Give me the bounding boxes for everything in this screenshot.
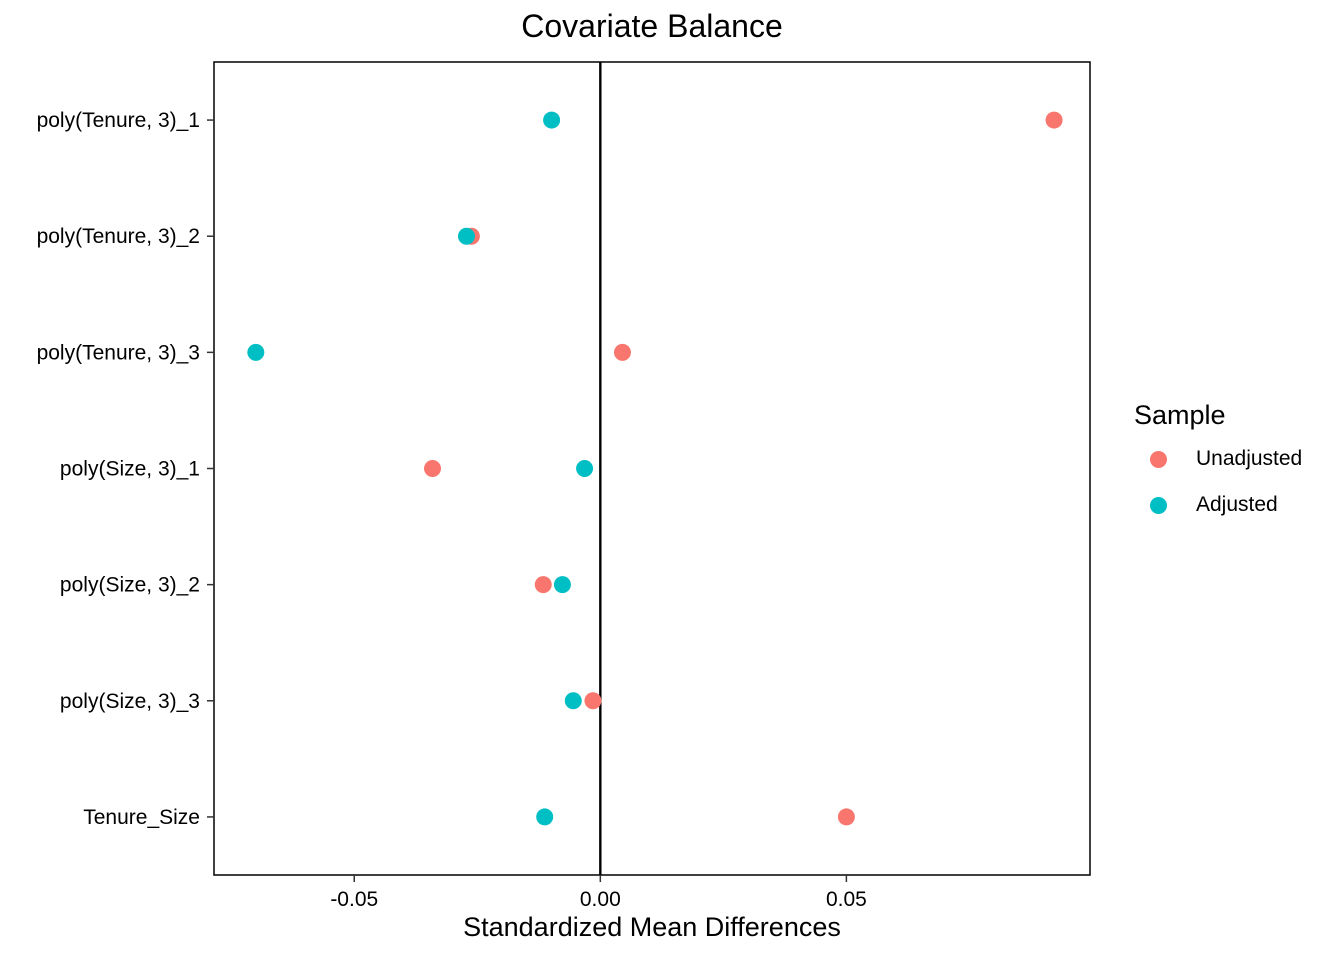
point-unadjusted	[1045, 111, 1063, 129]
legend-item-adjusted: Adjusted	[1134, 491, 1278, 537]
x-tick-label: 0.00	[580, 888, 621, 911]
legend-dot-unadjusted	[1150, 451, 1167, 468]
legend-dot-adjusted	[1150, 497, 1167, 514]
point-unadjusted	[584, 692, 602, 710]
point-adjusted	[576, 460, 594, 477]
point-adjusted	[543, 111, 561, 129]
x-tick-label: 0.05	[826, 888, 867, 911]
point-adjusted	[457, 227, 475, 245]
legend-label-unadjusted: Unadjusted	[1196, 447, 1303, 470]
x-tick-label: -0.05	[330, 888, 378, 911]
legend-item-unadjusted: Unadjusted	[1134, 445, 1302, 491]
point-unadjusted	[613, 343, 631, 361]
point-unadjusted	[424, 460, 442, 477]
y-tick-label: poly(Size, 3)_2	[60, 574, 200, 597]
y-tick-label: poly(Tenure, 3)_1	[37, 109, 200, 132]
y-tick-label: poly(Tenure, 3)_3	[37, 341, 200, 364]
chart-title: Covariate Balance	[521, 8, 783, 44]
legend-title: Sample	[1134, 400, 1226, 430]
point-unadjusted	[534, 576, 552, 594]
point-unadjusted	[837, 808, 855, 826]
point-adjusted	[247, 343, 265, 361]
point-adjusted	[564, 692, 582, 710]
legend-label-adjusted: Adjusted	[1196, 493, 1278, 516]
plot-panel	[213, 61, 1091, 876]
y-tick-label: poly(Tenure, 3)_2	[37, 225, 200, 248]
y-tick-label: poly(Size, 3)_1	[60, 458, 200, 481]
point-adjusted	[553, 576, 571, 594]
y-tick-label: Tenure_Size	[83, 806, 200, 829]
x-axis-label: Standardized Mean Differences	[463, 912, 841, 942]
y-tick-label: poly(Size, 3)_3	[60, 690, 200, 713]
legend: Sample Unadjusted Adjusted	[1134, 400, 1302, 537]
point-adjusted	[536, 808, 554, 826]
